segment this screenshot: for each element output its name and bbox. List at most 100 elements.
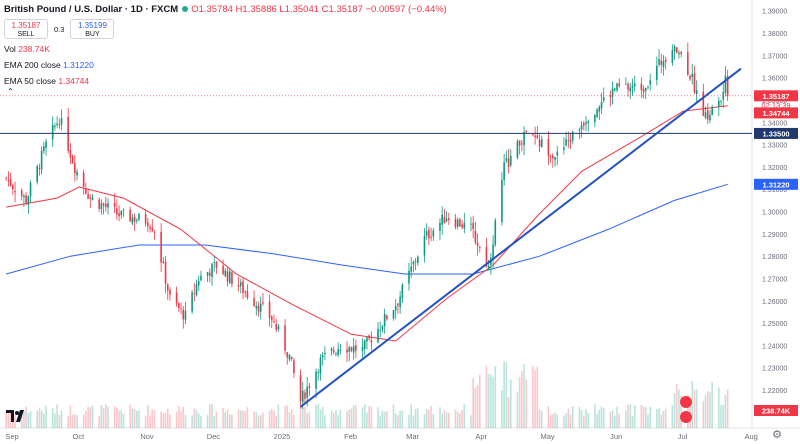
volume-bar bbox=[85, 411, 87, 428]
time-tick-label: Nov bbox=[140, 432, 154, 441]
volume-bar bbox=[23, 410, 25, 428]
volume-bar bbox=[306, 413, 308, 428]
volume-bar bbox=[51, 408, 54, 428]
volume-bars bbox=[5, 361, 729, 428]
chevron-up-icon[interactable]: ⌃ bbox=[7, 87, 14, 96]
volume-bar bbox=[209, 404, 211, 428]
volume-bar bbox=[474, 387, 477, 428]
ema200-price-label: 1.31220 bbox=[762, 180, 789, 189]
candle-down bbox=[536, 135, 539, 139]
volume-bar bbox=[505, 362, 508, 428]
candle-up bbox=[611, 88, 614, 97]
time-tick-label: Oct bbox=[73, 432, 86, 441]
candle-up bbox=[36, 165, 38, 183]
candle-down bbox=[549, 156, 552, 157]
volume-bar bbox=[144, 415, 147, 428]
candle-up bbox=[107, 203, 109, 208]
candle-up bbox=[412, 261, 415, 265]
candle-up bbox=[277, 326, 280, 330]
candle-down bbox=[521, 143, 523, 145]
candle-up bbox=[29, 182, 32, 197]
volume-bar bbox=[644, 407, 647, 428]
candle-down bbox=[284, 325, 286, 351]
volume-bar bbox=[348, 409, 351, 428]
candle-down bbox=[299, 375, 302, 402]
candle-up bbox=[138, 213, 140, 220]
volume-bar bbox=[534, 370, 536, 428]
volume-bar bbox=[709, 391, 711, 428]
candle-up bbox=[40, 150, 43, 170]
symbol-legend: British Pound / U.S. Dollar · 1D · FXCM O… bbox=[4, 3, 447, 16]
volume-bar bbox=[724, 394, 727, 428]
volume-bar bbox=[381, 410, 384, 428]
candle-up bbox=[27, 196, 30, 205]
candle-up bbox=[211, 263, 213, 278]
candle-down bbox=[215, 261, 218, 268]
volume-bar bbox=[257, 415, 260, 428]
volume-bar bbox=[180, 411, 182, 428]
candle-down bbox=[149, 226, 151, 229]
ohlc-values: O1.35784 H1.35886 L1.35041 C1.35187 −0.0… bbox=[191, 4, 447, 15]
volume-bar bbox=[76, 415, 78, 428]
volume-bar bbox=[492, 376, 494, 428]
volume-bar bbox=[226, 409, 229, 428]
time-tick-label: Apr bbox=[475, 432, 487, 441]
volume-bar bbox=[253, 411, 255, 428]
candle-down bbox=[386, 315, 388, 319]
candle-down bbox=[687, 52, 689, 75]
volume-bar bbox=[443, 410, 446, 428]
candle-down bbox=[525, 130, 528, 133]
volume-bar bbox=[200, 415, 202, 428]
candle-down bbox=[262, 302, 264, 304]
candle-up bbox=[414, 261, 417, 263]
event-marker-icon[interactable] bbox=[680, 396, 692, 408]
volume-bar bbox=[678, 389, 680, 428]
volume-bar bbox=[193, 408, 196, 428]
candle-down bbox=[689, 75, 691, 80]
volume-bar bbox=[408, 414, 410, 428]
price-tick-label: 1.39000 bbox=[762, 9, 787, 16]
candle-up bbox=[649, 80, 652, 85]
volume-bar bbox=[206, 414, 209, 428]
candle-up bbox=[206, 271, 209, 276]
candle-up bbox=[658, 58, 660, 65]
candle-down bbox=[290, 356, 293, 359]
volume-bar bbox=[332, 413, 335, 428]
buy-button[interactable]: 1.35199 BUY bbox=[70, 19, 115, 39]
sell-button[interactable]: 1.35187 SELL bbox=[4, 19, 48, 39]
event-marker-icon[interactable] bbox=[680, 411, 692, 423]
candle-up bbox=[695, 90, 698, 95]
candle-up bbox=[417, 256, 419, 263]
price-tick-label: 1.26000 bbox=[762, 299, 787, 306]
candle-down bbox=[443, 216, 446, 224]
volume-bar bbox=[490, 374, 492, 428]
candle-down bbox=[293, 360, 295, 373]
volume-indicator[interactable]: Vol 238.74K bbox=[4, 44, 50, 54]
ema200-indicator[interactable]: EMA 200 close 1.31220 bbox=[4, 60, 94, 70]
volume-bar bbox=[706, 391, 709, 428]
volume-bar bbox=[722, 404, 725, 428]
volume-bar bbox=[366, 412, 368, 428]
volume-bar bbox=[571, 406, 574, 428]
candles bbox=[5, 42, 729, 409]
volume-bar bbox=[5, 410, 8, 428]
volume-bar bbox=[423, 414, 426, 428]
candle-up bbox=[228, 271, 231, 284]
candle-down bbox=[5, 177, 8, 179]
candle-up bbox=[335, 353, 337, 355]
candle-down bbox=[627, 83, 629, 90]
candle-down bbox=[583, 123, 585, 126]
candle-up bbox=[200, 275, 202, 281]
symbol-title[interactable]: British Pound / U.S. Dollar · 1D · FXCM bbox=[4, 4, 179, 15]
volume-bar bbox=[324, 415, 326, 428]
candle-up bbox=[120, 210, 123, 216]
volume-bar bbox=[89, 407, 92, 428]
candle-up bbox=[306, 386, 308, 398]
candle-down bbox=[242, 281, 244, 293]
volume-bar bbox=[104, 404, 107, 428]
ema50-indicator[interactable]: EMA 50 close 1.34744 bbox=[4, 76, 89, 86]
gear-icon[interactable]: ⚙ bbox=[772, 429, 782, 441]
volume-bar bbox=[521, 370, 523, 428]
volume-bar bbox=[377, 407, 379, 428]
